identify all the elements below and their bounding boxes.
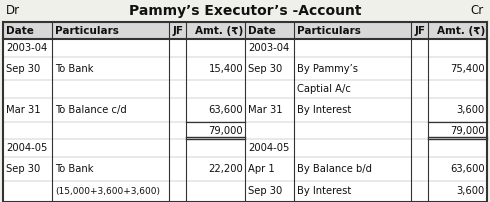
Text: Dr: Dr bbox=[6, 4, 20, 18]
Text: 79,000: 79,000 bbox=[208, 125, 243, 136]
Text: By Pammy’s: By Pammy’s bbox=[297, 63, 358, 74]
Text: (15,000+3,600+3,600): (15,000+3,600+3,600) bbox=[55, 187, 160, 196]
Text: 2004-05: 2004-05 bbox=[6, 143, 48, 153]
Text: 2003-04: 2003-04 bbox=[6, 43, 47, 53]
Text: 2003-04: 2003-04 bbox=[248, 43, 289, 53]
Text: Particulars: Particulars bbox=[55, 25, 119, 36]
Text: To Bank: To Bank bbox=[55, 63, 94, 74]
Text: 63,600: 63,600 bbox=[208, 105, 243, 115]
Text: Mar 31: Mar 31 bbox=[248, 105, 283, 115]
Text: Date: Date bbox=[248, 25, 276, 36]
Text: Sep 30: Sep 30 bbox=[248, 186, 282, 196]
Text: 79,000: 79,000 bbox=[450, 125, 485, 136]
Text: Amt. (₹): Amt. (₹) bbox=[437, 25, 485, 36]
Text: 63,600: 63,600 bbox=[450, 164, 485, 174]
Text: Amt. (₹): Amt. (₹) bbox=[195, 25, 243, 36]
Text: Cr: Cr bbox=[471, 4, 484, 18]
Text: Sep 30: Sep 30 bbox=[6, 164, 40, 174]
Text: Apr 1: Apr 1 bbox=[248, 164, 275, 174]
Text: Pammy’s Executor’s ‐Account: Pammy’s Executor’s ‐Account bbox=[129, 4, 361, 18]
Text: 3,600: 3,600 bbox=[457, 105, 485, 115]
Text: By Balance b/d: By Balance b/d bbox=[297, 164, 372, 174]
Text: To Balance c/d: To Balance c/d bbox=[55, 105, 127, 115]
Text: Sep 30: Sep 30 bbox=[6, 63, 40, 74]
Bar bbox=[3, 0, 487, 22]
Text: 2004-05: 2004-05 bbox=[248, 143, 290, 153]
Text: JF: JF bbox=[415, 25, 425, 36]
Text: 3,600: 3,600 bbox=[457, 186, 485, 196]
Text: Date: Date bbox=[6, 25, 34, 36]
Text: 75,400: 75,400 bbox=[450, 63, 485, 74]
Text: By Interest: By Interest bbox=[297, 186, 351, 196]
Bar bbox=[3, 22, 487, 39]
Text: Mar 31: Mar 31 bbox=[6, 105, 41, 115]
Text: Captial A/c: Captial A/c bbox=[297, 84, 351, 94]
Text: To Bank: To Bank bbox=[55, 164, 94, 174]
Text: Sep 30: Sep 30 bbox=[248, 63, 282, 74]
Text: Particulars: Particulars bbox=[297, 25, 361, 36]
Text: JF: JF bbox=[172, 25, 183, 36]
Text: 15,400: 15,400 bbox=[208, 63, 243, 74]
Text: 22,200: 22,200 bbox=[208, 164, 243, 174]
Text: By Interest: By Interest bbox=[297, 105, 351, 115]
Bar bbox=[3, 39, 487, 202]
